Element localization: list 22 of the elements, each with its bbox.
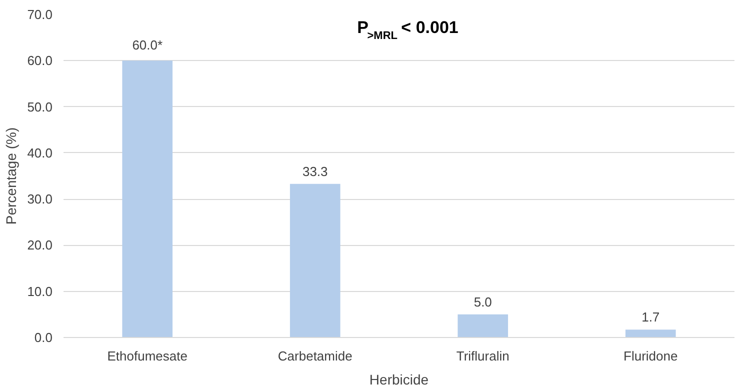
y-tick-label: 30.0: [27, 192, 53, 207]
data-label: 5.0: [474, 294, 492, 310]
data-label: 60.0*: [132, 38, 163, 53]
x-tick-label: Carbetamide: [278, 348, 352, 364]
data-label: 33.3: [302, 164, 328, 179]
y-tick-label: 70.0: [27, 7, 53, 22]
bar: [290, 184, 340, 338]
y-tick-label: 40.0: [27, 145, 53, 160]
y-tick-label: 20.0: [27, 238, 53, 253]
bar: [122, 60, 173, 338]
x-tick-label: Fluridone: [624, 348, 678, 364]
y-tick-label: 50.0: [27, 99, 53, 114]
bar: [458, 314, 508, 338]
y-tick-label: 10.0: [27, 284, 53, 299]
bar: [625, 330, 676, 338]
x-axis-title: Herbicide: [369, 372, 429, 388]
y-axis-title: Percentage (%): [3, 127, 20, 225]
y-tick-label: 60.0: [27, 53, 53, 68]
x-tick-label: Ethofumesate: [107, 348, 188, 364]
x-tick-label: Trifluralin: [456, 348, 510, 364]
data-label: 1.7: [642, 310, 660, 325]
y-tick-label: 0.0: [34, 330, 53, 345]
